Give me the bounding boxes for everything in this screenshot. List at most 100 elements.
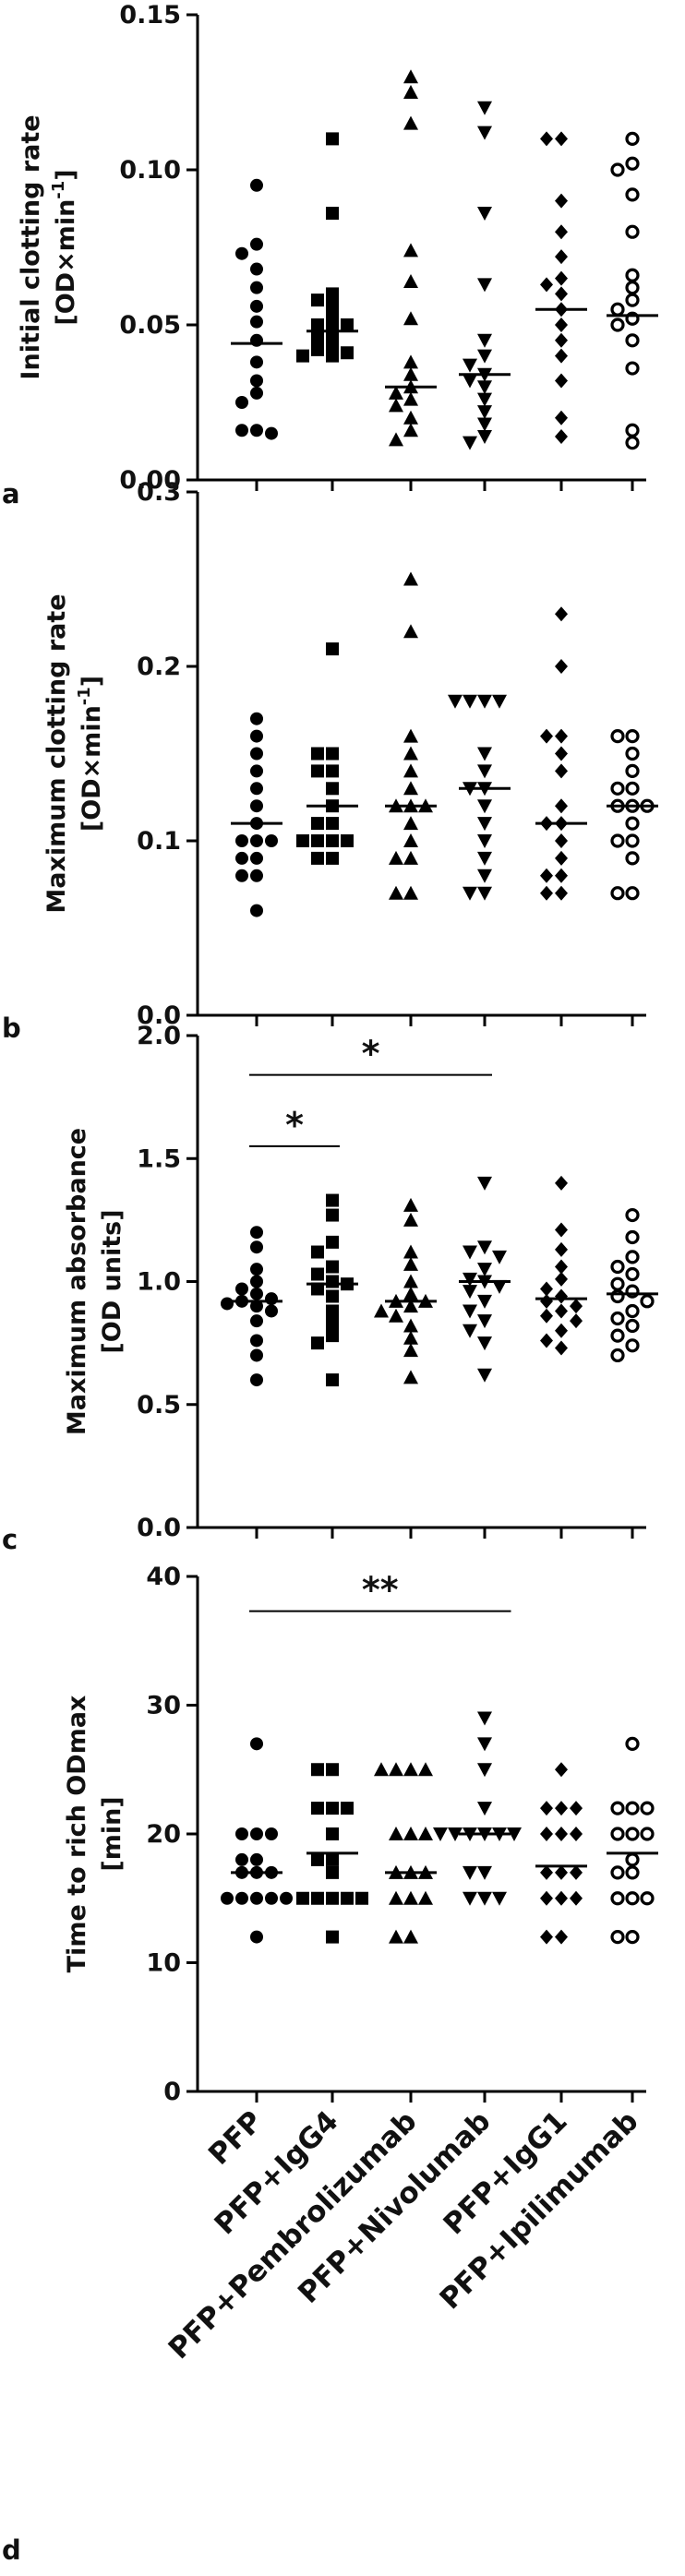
data-point <box>555 746 568 761</box>
data-point <box>403 1890 418 1905</box>
data-point <box>492 1891 507 1906</box>
data-point <box>403 781 418 796</box>
panel-letter: c <box>2 1524 18 1555</box>
data-point <box>555 606 568 622</box>
data-point <box>403 885 418 900</box>
data-point <box>403 1929 418 1944</box>
data-point <box>403 763 418 778</box>
data-point <box>610 1259 625 1275</box>
data-point <box>250 729 263 743</box>
data-point <box>326 299 339 313</box>
y-tick-label: 0.0 <box>137 1001 181 1030</box>
data-point <box>570 1313 583 1329</box>
data-point <box>540 885 553 901</box>
data-point <box>540 1801 553 1816</box>
data-point <box>492 1279 507 1294</box>
data-point <box>463 436 477 450</box>
data-point <box>610 1348 625 1363</box>
data-point <box>555 1303 568 1319</box>
data-point <box>540 131 553 147</box>
data-point <box>625 886 640 901</box>
y-title-line2-main: [min] <box>98 1796 126 1871</box>
data-point <box>640 1294 655 1309</box>
data-point <box>540 1308 553 1324</box>
data-point <box>625 131 640 146</box>
data-point <box>326 1827 339 1840</box>
data-point <box>403 243 418 258</box>
series-2 <box>385 571 437 900</box>
data-point <box>235 851 248 865</box>
data-point <box>296 349 309 363</box>
data-point <box>463 374 477 389</box>
significance-label: * <box>285 1105 304 1145</box>
data-point <box>463 1272 477 1287</box>
data-point <box>492 1250 507 1264</box>
data-point <box>235 396 248 409</box>
y-tick-label: 0.00 <box>119 466 181 495</box>
data-point <box>326 1329 339 1343</box>
data-point <box>477 1891 492 1906</box>
series-3 <box>459 1176 511 1383</box>
series-0 <box>231 712 282 917</box>
data-point <box>235 246 248 260</box>
data-point <box>570 1827 583 1841</box>
data-point <box>540 1333 553 1348</box>
data-point <box>540 728 553 744</box>
data-point <box>403 850 418 865</box>
data-point <box>625 1801 640 1815</box>
data-point <box>403 624 418 639</box>
data-point <box>235 1827 248 1840</box>
y-tick-label: 10 <box>146 1949 181 1978</box>
data-point <box>403 85 418 99</box>
data-point <box>570 1890 583 1906</box>
panel-a: 0.00 0.05 0.10 0.15 Initial clotting rate [OD… <box>2 1 658 509</box>
data-point <box>326 312 339 326</box>
data-point <box>555 1827 568 1841</box>
data-point <box>610 833 625 848</box>
data-point <box>341 318 354 331</box>
data-point <box>625 833 640 848</box>
data-point <box>403 273 418 288</box>
data-point <box>463 1324 477 1338</box>
data-point <box>389 432 403 447</box>
data-point <box>403 69 418 84</box>
data-point <box>403 311 418 326</box>
data-point <box>477 764 492 779</box>
data-point <box>250 1891 263 1905</box>
data-point <box>265 426 278 440</box>
data-point <box>610 1276 625 1291</box>
panel-letter: b <box>2 1012 21 1044</box>
data-point <box>540 868 553 883</box>
data-point <box>403 1299 418 1313</box>
data-point <box>610 1930 625 1945</box>
y-title-superscript: -1 <box>75 687 94 705</box>
data-point <box>610 1288 625 1304</box>
data-point <box>555 659 568 674</box>
data-point <box>555 885 568 901</box>
data-point <box>610 1865 625 1880</box>
data-point <box>625 436 640 450</box>
data-point <box>311 294 324 307</box>
data-point <box>477 1294 492 1309</box>
data-point <box>326 132 339 146</box>
data-point <box>418 1827 433 1840</box>
data-point <box>477 1263 492 1277</box>
data-point <box>389 1890 403 1905</box>
data-point <box>477 1176 492 1191</box>
data-point <box>540 277 553 293</box>
data-point <box>610 728 625 744</box>
data-point <box>477 429 492 444</box>
panel-b: 0.0 0.1 0.2 0.3 Maximum clotting rate [OD×min… <box>2 478 658 1044</box>
data-point <box>326 834 339 847</box>
y-axis-title: Initial clotting rate [OD×min-1] <box>17 114 80 379</box>
data-point <box>555 373 568 389</box>
data-point <box>265 1292 278 1306</box>
data-point <box>477 1314 492 1329</box>
data-point <box>640 1801 655 1815</box>
data-point <box>403 1197 418 1212</box>
data-point <box>463 1865 477 1880</box>
data-point <box>610 1311 625 1326</box>
data-point <box>555 270 568 286</box>
y-axis-title: Maximum absorbance [OD units] <box>63 1128 126 1435</box>
data-point <box>477 333 492 348</box>
